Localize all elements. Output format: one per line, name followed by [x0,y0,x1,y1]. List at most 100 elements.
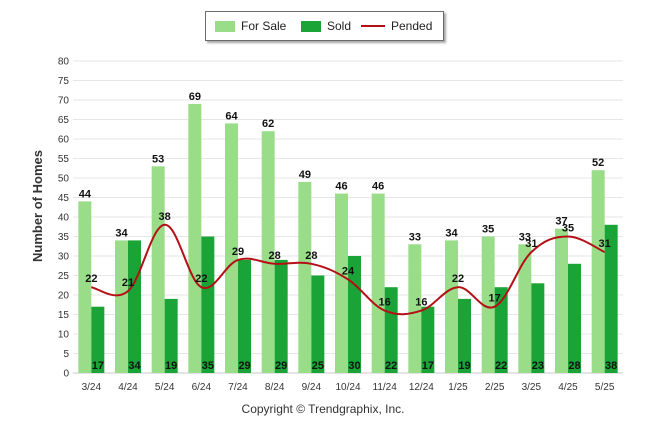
data-label-pended: 16 [379,297,391,309]
y-tick-label: 30 [58,252,70,263]
data-label-sold: 23 [532,360,544,372]
data-label-for-sale: 35 [482,224,494,236]
x-tick-label: 1/25 [448,382,468,393]
bar-sold [568,263,581,373]
data-label-sold: 29 [238,360,250,372]
bar-for-sale [591,170,605,373]
legend-item-pended[interactable]: Pended [361,12,432,40]
data-label-for-sale: 64 [225,110,238,122]
data-label-pended: 17 [489,293,501,305]
bar-sold [91,306,105,373]
copyright-footer: Copyright © Trendgraphix, Inc. [241,402,405,416]
data-label-for-sale: 53 [152,153,164,165]
x-tick-label: 12/24 [409,382,434,393]
data-label-sold: 35 [202,360,214,372]
legend-item-for-sale[interactable]: For Sale [215,12,286,40]
legend-item-sold[interactable]: Sold [301,12,351,40]
y-tick-label: 55 [58,154,70,165]
data-label-for-sale: 46 [335,181,347,193]
legend-label-pended: Pended [391,19,433,33]
bar-sold [604,224,618,373]
data-label-pended: 28 [269,250,281,262]
data-label-pended: 35 [562,223,574,235]
bar-for-sale [518,244,532,373]
data-label-pended: 24 [342,265,355,277]
bar-for-sale [151,166,165,373]
y-tick-label: 65 [58,115,70,126]
x-tick-label: 10/24 [335,382,360,393]
y-tick-label: 25 [58,271,70,282]
data-label-pended: 16 [415,297,427,309]
data-label-for-sale: 62 [262,118,274,130]
legend: For Sale Sold Pended [205,11,444,41]
data-label-for-sale: 52 [592,157,604,169]
y-tick-label: 75 [58,76,70,87]
x-tick-label: 9/24 [302,382,322,393]
y-tick-label: 50 [58,174,70,185]
y-tick-label: 70 [58,96,70,107]
y-tick-label: 0 [63,369,69,380]
y-tick-label: 45 [58,193,70,204]
bar-sold [384,287,398,373]
data-label-for-sale: 34 [115,227,128,239]
legend-label-sold: Sold [327,19,352,33]
legend-label-for-sale: For Sale [241,19,287,33]
bar-for-sale [335,193,348,373]
data-label-pended: 22 [195,273,207,285]
data-label-pended: 21 [122,277,134,289]
bar-sold [421,306,435,373]
y-tick-label: 60 [58,135,70,146]
y-tick-labels: 0 5 10 15 20 25 30 35 40 45 50 55 60 65 70 75 80 [58,57,70,380]
data-label-sold: 29 [275,360,287,372]
data-label-sold: 34 [128,360,141,372]
data-labels: 44 17 34 34 53 19 69 35 64 29 62 29 49 25 46 30 46 22 33 17… [79,91,618,372]
data-label-pended: 31 [599,238,611,250]
y-tick-label: 80 [58,57,70,68]
data-label-for-sale: 46 [372,181,384,193]
x-tick-label: 8/24 [265,382,285,393]
bar-for-sale [261,131,275,373]
for-sale-swatch [215,20,235,32]
bar-sold [311,275,325,373]
pended-line [91,223,606,316]
data-label-pended: 28 [305,250,317,262]
data-label-pended: 29 [232,246,244,258]
y-tick-label: 15 [58,310,70,321]
pended-line-swatch [361,25,385,27]
x-tick-label: 5/24 [155,382,175,393]
data-label-for-sale: 33 [519,231,531,243]
y-tick-label: 35 [58,232,70,243]
bar-for-sale [78,201,92,373]
x-tick-label: 6/24 [192,382,212,393]
data-label-for-sale: 69 [189,91,201,103]
pended-line-layer [91,223,606,316]
bar-for-sale [445,240,458,373]
bar-sold [164,298,178,373]
bar-for-sale [225,123,238,374]
x-tick-label: 4/25 [558,382,578,393]
data-label-pended: 31 [525,238,537,250]
data-label-sold: 30 [348,360,360,372]
bar-for-sale [481,236,495,373]
data-label-for-sale: 49 [299,169,311,181]
bar-for-sale [555,228,568,373]
data-label-sold: 25 [312,360,324,372]
data-label-for-sale: 34 [445,227,458,239]
sold-swatch [301,20,321,32]
bar-sold [238,259,251,373]
data-label-sold: 17 [92,360,104,372]
y-tick-label: 5 [63,349,69,360]
bar-sold [201,236,215,373]
y-tick-label: 20 [58,291,70,302]
x-tick-label: 3/24 [82,382,102,393]
data-label-for-sale: 37 [555,216,567,228]
bar-for-sale [115,240,128,373]
bar-for-sale [298,181,312,373]
x-tick-label: 3/25 [522,382,542,393]
data-label-sold: 17 [422,360,434,372]
data-label-sold: 22 [495,360,507,372]
x-tick-label: 7/24 [228,382,248,393]
bar-sold [458,298,471,373]
